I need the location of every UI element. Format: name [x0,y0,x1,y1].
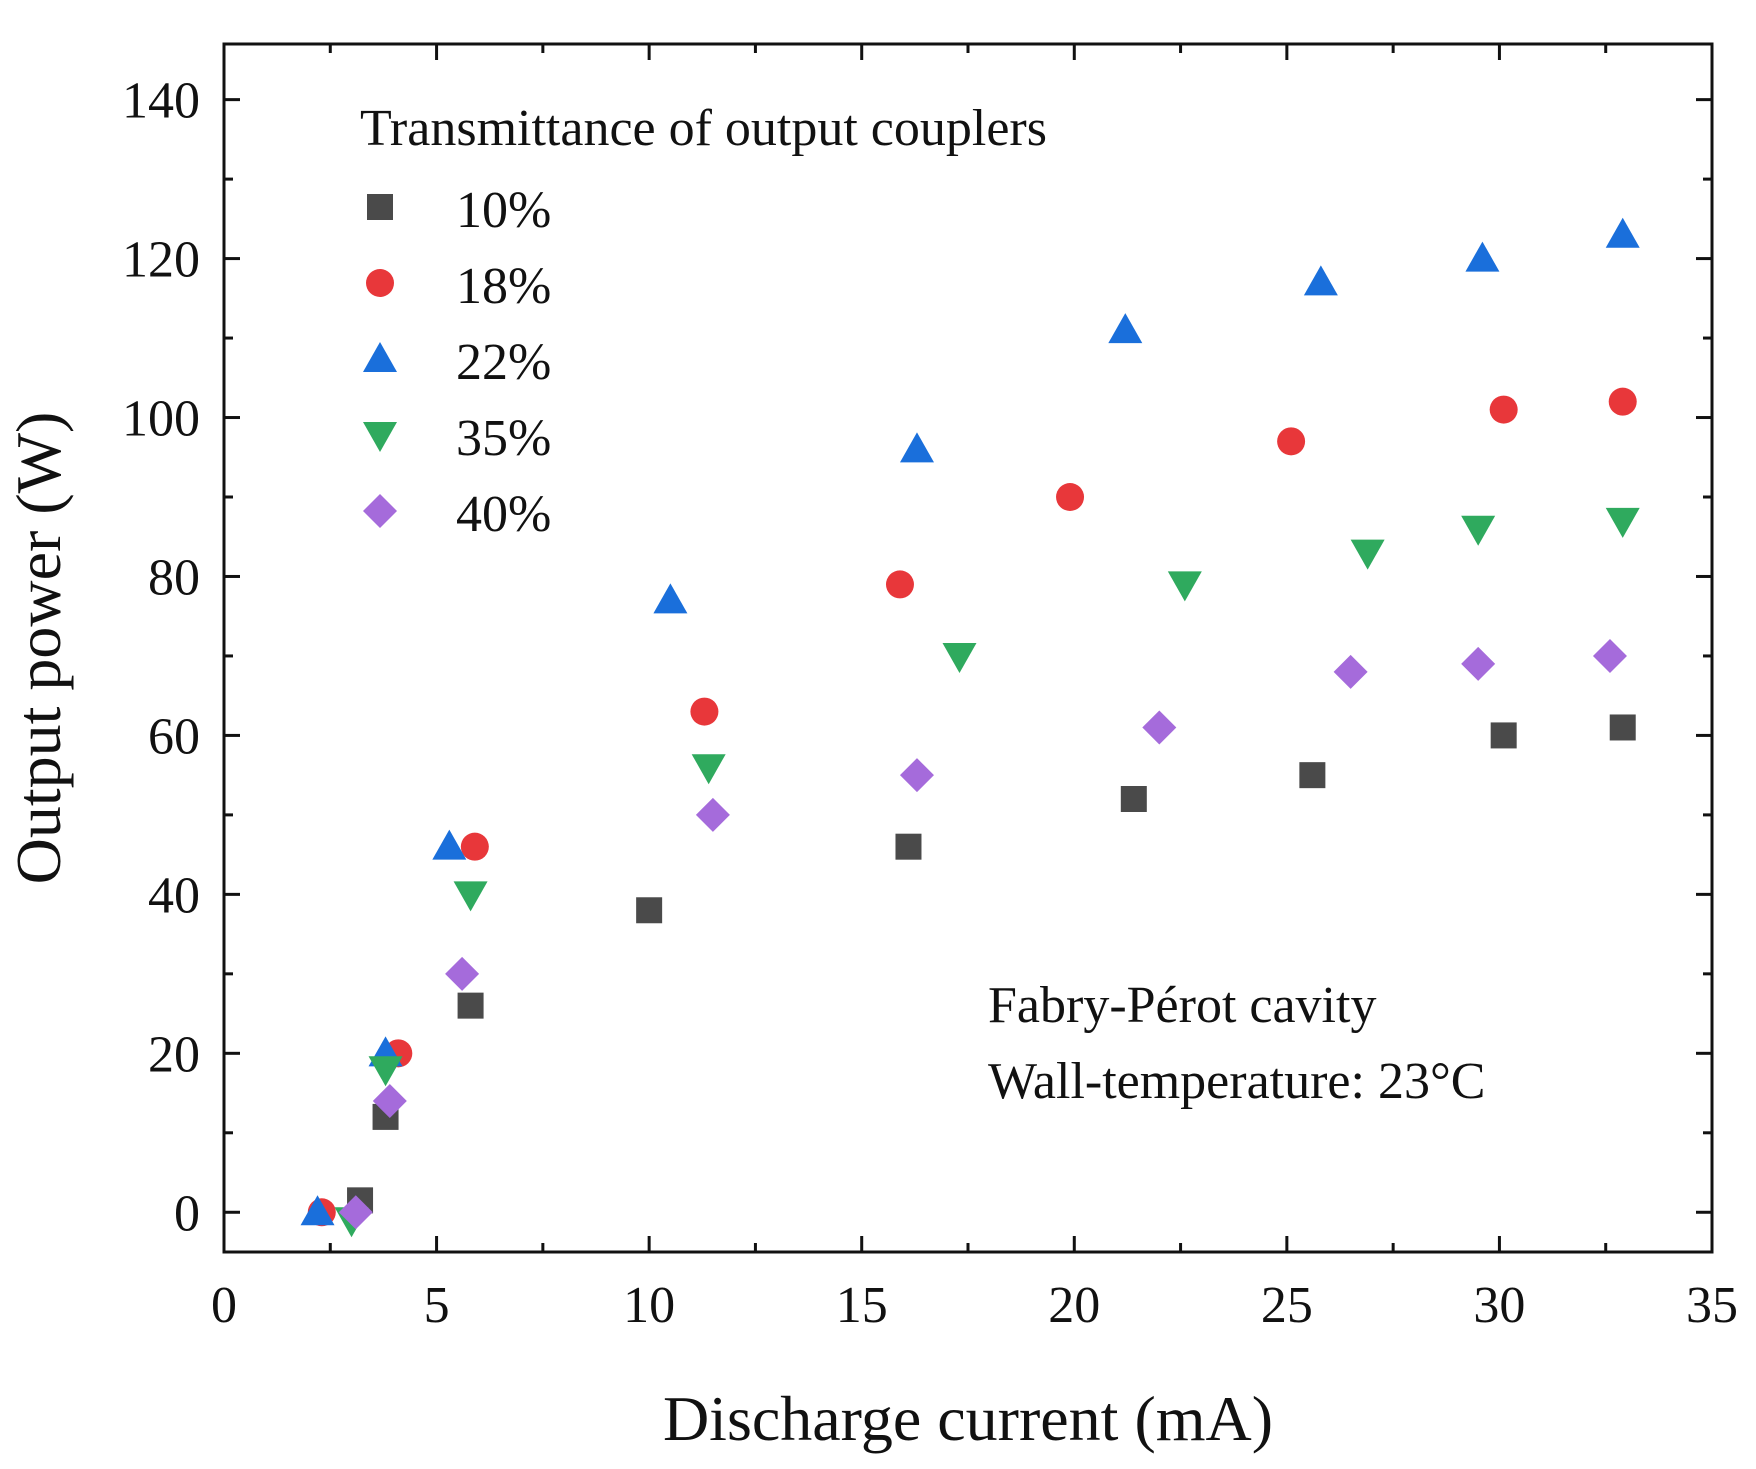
legend-entry-10pct: 10% [367,182,551,239]
data-point [1461,515,1496,546]
y-tick-label: 20 [148,1026,200,1083]
data-point [1167,571,1202,602]
data-point [1609,714,1636,741]
y-axis-title: Output power (W) [3,412,74,885]
data-point [899,758,934,793]
data-point [1299,762,1326,789]
data-point [1592,638,1627,673]
legend-marker [366,269,394,297]
x-tick-label: 25 [1261,1277,1313,1334]
data-point [885,570,914,599]
y-tick-label: 100 [122,391,200,448]
x-tick-label: 10 [623,1277,675,1334]
legend: Transmittance of output couplers 10% 18% 2… [360,100,1047,543]
y-tick-label: 120 [122,232,200,289]
legend-entry-22pct: 22% [363,334,551,391]
data-point [1303,265,1338,296]
data-point [1108,313,1143,344]
data-point [432,829,467,860]
data-point [338,1195,373,1230]
data-point [1350,539,1385,570]
legend-title: Transmittance of output couplers [360,100,1047,157]
data-point [1605,217,1640,248]
data-point [690,697,719,726]
data-point [691,754,726,785]
legend-marker [367,194,393,220]
x-axis-title: Discharge current (mA) [663,1383,1273,1454]
data-point [300,1195,335,1226]
legend-entry-40pct: 40% [363,486,551,543]
series-22pct [300,217,1640,1226]
data-point [636,897,663,924]
data-point [653,583,688,614]
legend-label: 10% [456,182,551,239]
data-point [1490,722,1517,749]
legend-label: 22% [456,334,551,391]
y-tick-label: 80 [148,549,200,606]
data-point [1461,646,1496,681]
legend-entries: 10% 18% 22% 35% 40% [363,182,551,543]
annotation-wall-temperature: Wall-temperature: 23°C [988,1053,1485,1110]
annotation: Fabry-Pérot cavity Wall-temperature: 23°… [988,977,1485,1110]
legend-marker [363,342,397,372]
data-point [372,1084,407,1118]
x-tick-label: 15 [836,1277,888,1334]
y-tick-label: 0 [174,1185,200,1242]
legend-entry-35pct: 35% [363,410,551,467]
data-point [368,1056,403,1087]
x-tick-label: 5 [424,1277,450,1334]
data-point [895,833,922,860]
x-tick-label: 30 [1473,1277,1525,1334]
data-point [695,797,730,832]
data-point [453,881,488,912]
series-40pct [338,638,1627,1230]
data-point [460,832,489,861]
data-point [457,992,484,1019]
legend-marker [363,494,397,528]
data-point [1333,654,1368,689]
data-point [445,956,480,991]
x-tick-label: 20 [1048,1277,1100,1334]
y-tick-label: 60 [148,708,200,765]
data-point [1142,710,1177,745]
legend-label: 40% [456,486,551,543]
data-point [942,642,977,673]
x-tick-label: 0 [211,1277,237,1334]
series-10pct [347,714,1636,1214]
legend-label: 18% [456,258,551,315]
data-point [1056,483,1085,511]
data-point [1489,395,1518,424]
series-35pct [334,507,1640,1238]
legend-label: 35% [456,410,551,467]
data-point [1277,427,1306,456]
data-point [899,432,934,463]
data-point [1120,786,1147,812]
x-tick-label: 35 [1686,1277,1738,1334]
annotation-cavity: Fabry-Pérot cavity [988,977,1376,1034]
legend-entry-18pct: 18% [366,258,551,315]
data-point [1608,387,1637,416]
data-point [1605,507,1640,538]
marks-layer [300,217,1640,1238]
ticks-layer: 0 5 10 15 20 25 30 35 0 20 40 60 80 100 120 140 [122,44,1738,1334]
data-point [1465,241,1500,272]
y-tick-label: 40 [148,867,200,924]
legend-marker [363,422,397,452]
y-tick-label: 140 [122,73,200,130]
